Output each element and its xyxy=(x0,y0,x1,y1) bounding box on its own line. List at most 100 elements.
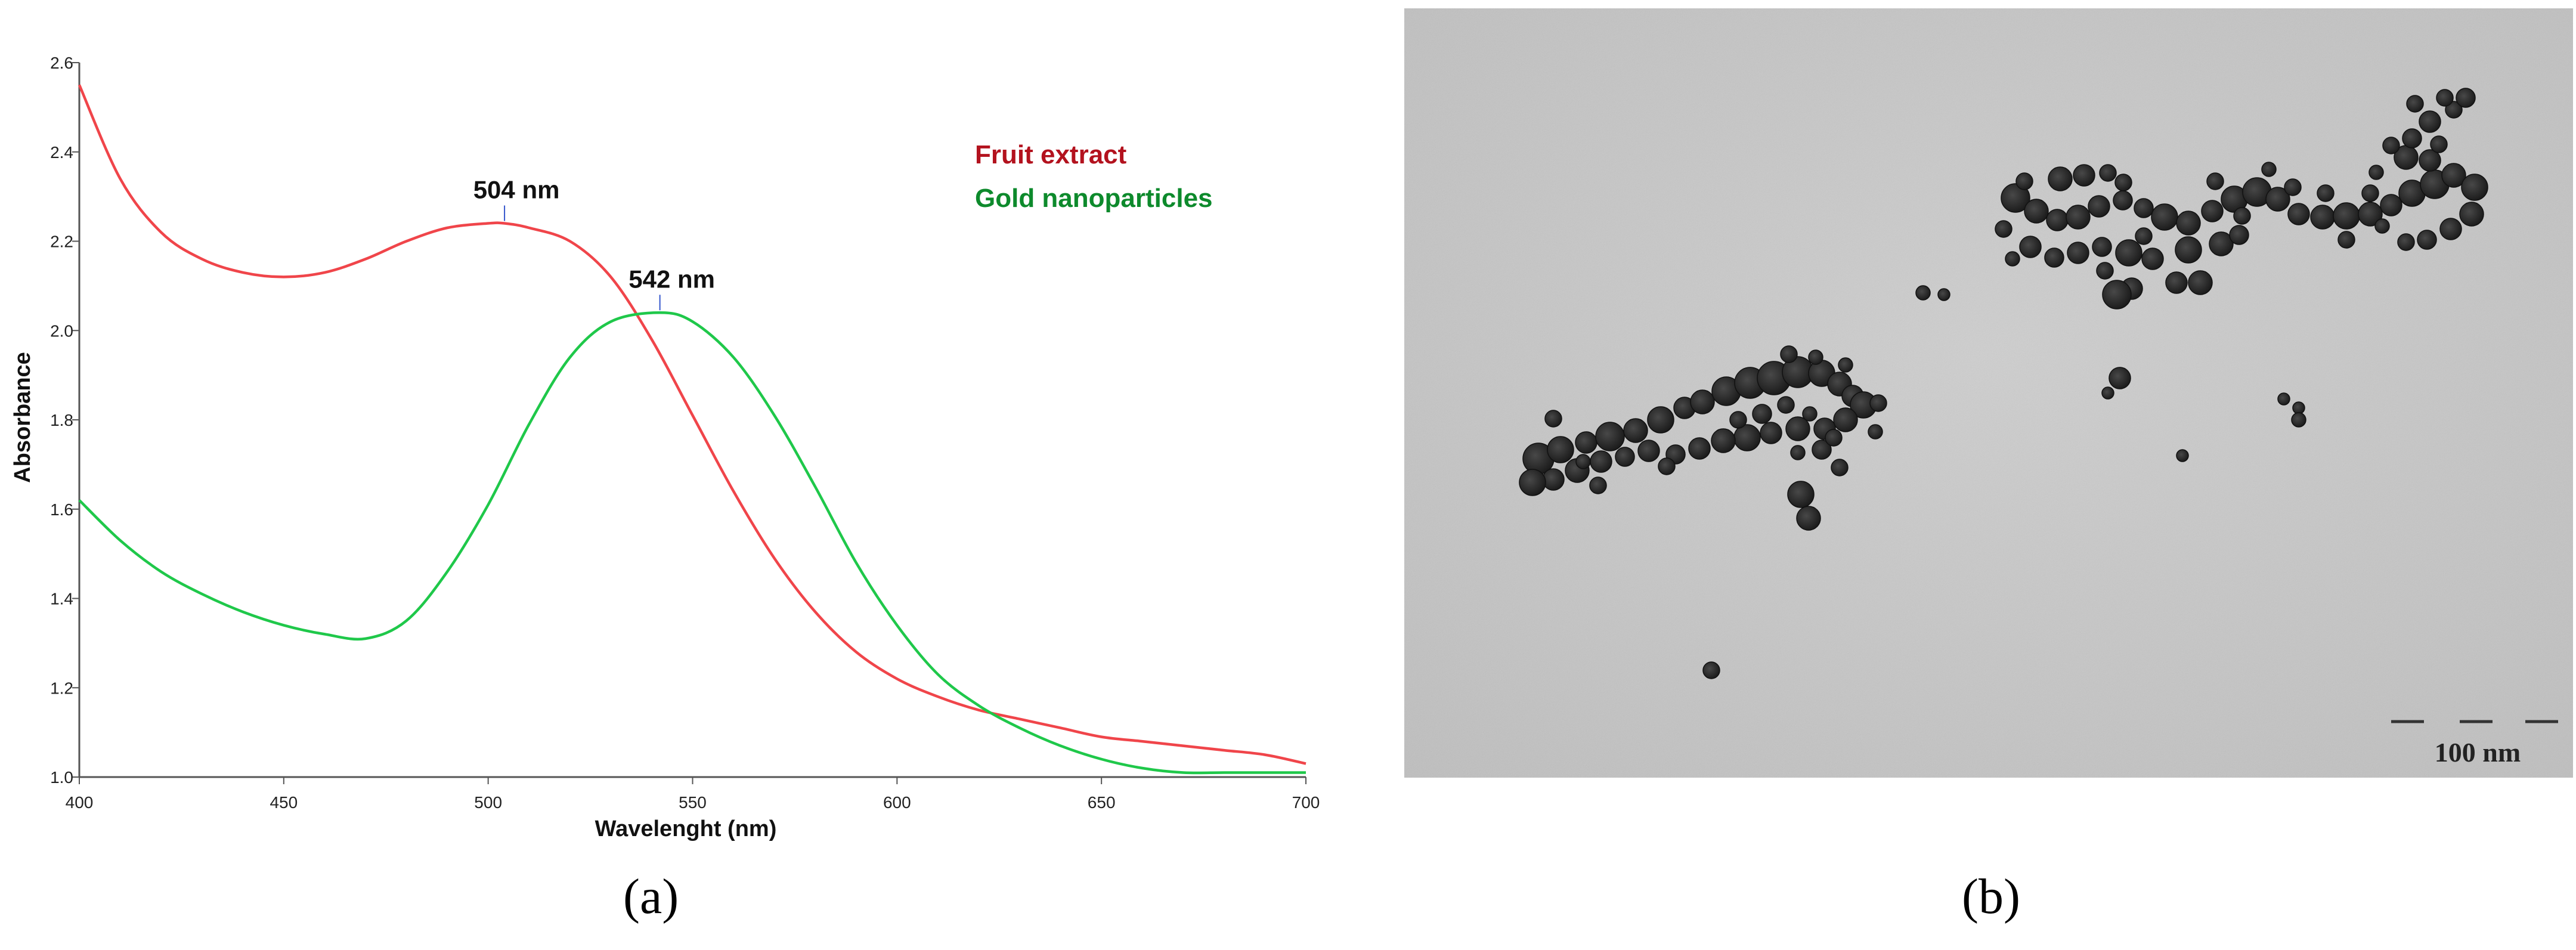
nanoparticle xyxy=(2176,449,2189,462)
nanoparticle xyxy=(2073,164,2095,187)
nanoparticle xyxy=(2044,247,2064,268)
nanoparticle xyxy=(2310,205,2335,230)
nanoparticle xyxy=(1702,661,1720,679)
nanoparticle xyxy=(2361,184,2379,202)
nanoparticle xyxy=(2456,88,2476,108)
nanoparticle xyxy=(1812,440,1832,460)
nanoparticle xyxy=(1915,285,1931,301)
nanoparticle xyxy=(2261,162,2277,177)
nanoparticle xyxy=(1785,416,1810,441)
nanoparticle xyxy=(2024,199,2049,224)
nanoparticle xyxy=(1658,457,1676,475)
nanoparticle xyxy=(1623,418,1648,443)
nanoparticle xyxy=(1868,424,1883,440)
nanoparticle xyxy=(2165,271,2188,294)
x-axis-title: Wavelenght (nm) xyxy=(595,816,777,841)
tem-background xyxy=(1404,8,2573,778)
nanoparticle xyxy=(1869,394,1887,412)
nanoparticle xyxy=(2439,218,2462,240)
nanoparticle xyxy=(2459,202,2484,227)
nanoparticle xyxy=(2048,166,2073,191)
nanoparticle xyxy=(2188,270,2213,295)
nanoparticle xyxy=(2113,190,2133,211)
peak-label-504: 504 nm xyxy=(473,176,560,204)
legend-entry-gold-nanoparticles: Gold nanoparticles xyxy=(975,184,1213,213)
nanoparticle xyxy=(2402,128,2422,148)
nanoparticle xyxy=(2005,251,2020,267)
axes xyxy=(78,63,1306,778)
x-tick-label: 550 xyxy=(679,793,707,812)
nanoparticle xyxy=(1838,357,1853,373)
nanoparticle xyxy=(1825,429,1843,447)
nanoparticle xyxy=(2291,412,2306,428)
nanoparticle xyxy=(1647,406,1674,434)
nanoparticle xyxy=(2088,195,2110,218)
nanoparticle xyxy=(1790,445,1806,460)
scale-bar: 100 nm xyxy=(2391,720,2558,768)
nanoparticle xyxy=(2001,183,2030,213)
nanoparticle xyxy=(2229,225,2249,245)
y-tick-label: 2.4 xyxy=(50,143,73,162)
nanoparticle xyxy=(1760,422,1782,444)
y-tick-label: 1.6 xyxy=(50,500,73,519)
nanoparticle xyxy=(2380,194,2402,216)
nanoparticle xyxy=(2151,203,2178,231)
nanoparticle xyxy=(2115,239,2142,267)
tem-image: 100 nm xyxy=(1404,8,2573,778)
x-tick-label: 500 xyxy=(474,793,502,812)
nanoparticle xyxy=(2436,89,2454,107)
nanoparticle xyxy=(2141,247,2164,270)
y-tick-label: 1.8 xyxy=(50,411,73,429)
nanoparticle xyxy=(2102,280,2132,310)
nanoparticle xyxy=(1688,437,1711,460)
nanoparticle xyxy=(2337,231,2355,249)
nanoparticle xyxy=(1787,481,1815,508)
y-tick-label: 1.2 xyxy=(50,679,73,697)
nanoparticle xyxy=(1547,436,1574,463)
x-tick-label: 650 xyxy=(1088,793,1116,812)
y-tick-label: 1.4 xyxy=(50,590,73,608)
y-tick-label: 2.0 xyxy=(50,321,73,340)
nanoparticle xyxy=(2277,392,2290,406)
tem-micrograph: 100 nm xyxy=(1404,8,2573,778)
nanoparticle xyxy=(2382,137,2400,154)
absorbance-chart: 400 450 500 550 600 650 700 1.0 1.2 1.4 1.6 1.8 2.0 2… xyxy=(10,54,1320,841)
nanoparticle xyxy=(2114,174,2132,191)
nanoparticle xyxy=(1542,468,1565,491)
nanoparticle xyxy=(2419,110,2441,133)
nanoparticle xyxy=(2066,205,2091,230)
nanoparticle xyxy=(1780,345,1798,363)
nanoparticle xyxy=(2201,200,2224,222)
nanoparticle xyxy=(2441,163,2466,188)
axis-ticks: 400 450 500 550 600 650 700 1.0 1.2 1.4 1.6 1.8 2.0 2… xyxy=(50,54,1320,812)
nanoparticle xyxy=(2445,101,2463,119)
nanoparticle xyxy=(1595,422,1625,451)
x-tick-label: 700 xyxy=(1292,793,1320,812)
nanoparticle xyxy=(1831,459,1849,476)
peak-annotations: 504 nm 542 nm xyxy=(473,176,715,311)
x-tick-label: 600 xyxy=(883,793,911,812)
nanoparticle xyxy=(1995,220,2012,238)
nanoparticle xyxy=(1575,431,1597,454)
nanoparticle xyxy=(1833,407,1858,432)
panel-label-a: (a) xyxy=(623,869,679,924)
nanoparticle xyxy=(2019,236,2042,258)
nanoparticle xyxy=(2397,233,2415,251)
legend-entry-fruit-extract: Fruit extract xyxy=(975,140,1127,169)
nanoparticle xyxy=(2430,135,2448,153)
nanoparticle xyxy=(2461,174,2488,201)
nanoparticle xyxy=(2368,165,2384,180)
nanoparticle xyxy=(2206,172,2224,190)
nanoparticle xyxy=(2284,178,2302,196)
nanoparticle xyxy=(1937,288,1950,301)
nanoparticle xyxy=(1575,454,1591,469)
nanoparticle xyxy=(2292,401,2305,414)
nanoparticle xyxy=(2317,184,2334,202)
nanoparticle xyxy=(2096,262,2114,280)
nanoparticle xyxy=(2287,203,2310,225)
series-line-fruit-extract xyxy=(78,84,1306,765)
nanoparticle xyxy=(1752,404,1772,424)
nanoparticle xyxy=(2233,207,2251,225)
nanoparticle xyxy=(1711,428,1736,453)
peak-label-542: 542 nm xyxy=(628,265,715,293)
